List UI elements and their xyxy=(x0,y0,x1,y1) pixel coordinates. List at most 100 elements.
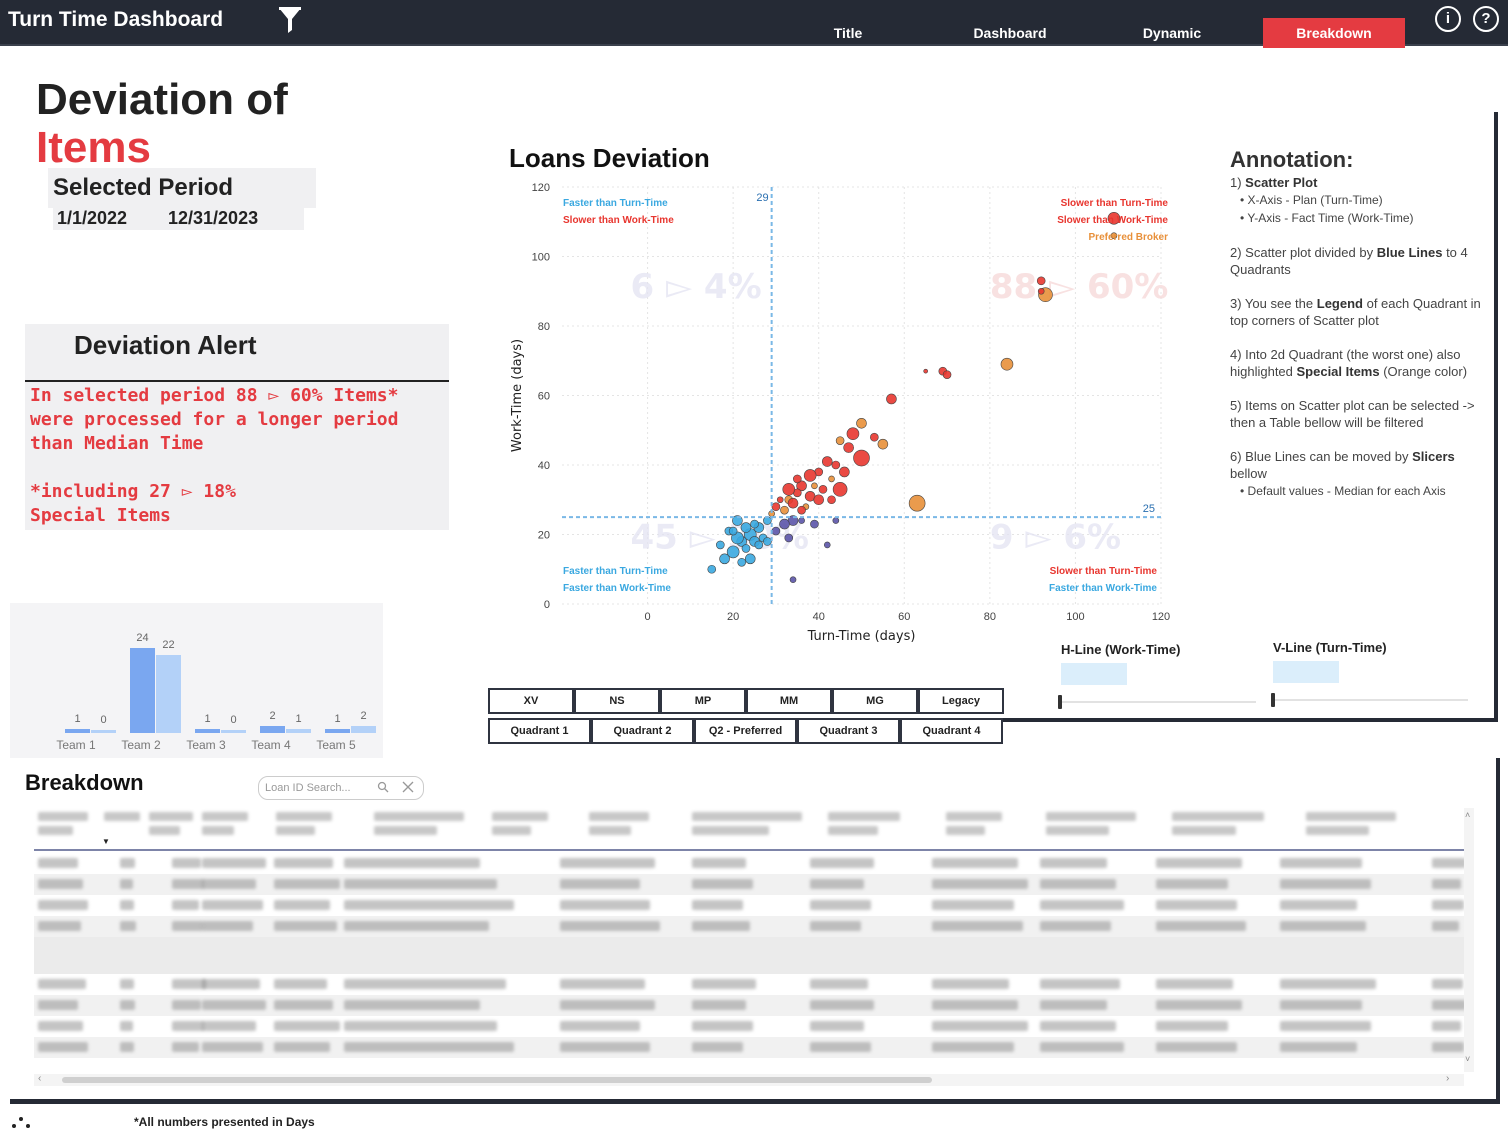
team-bar[interactable] xyxy=(351,725,376,733)
breakdown-table[interactable]: ▼ xyxy=(34,806,1464,1074)
data-point[interactable] xyxy=(821,456,833,467)
quadrant-3-button[interactable]: Quadrant 3 xyxy=(797,718,900,744)
team-bar[interactable] xyxy=(221,730,246,733)
scatter-plot[interactable]: 0 20 40 60 80 100 120 0 20 40 60 80 100 120 Turn-Time … xyxy=(500,176,1190,650)
filter-icon[interactable] xyxy=(278,6,302,39)
column-header[interactable] xyxy=(692,812,802,821)
column-header[interactable] xyxy=(276,812,332,821)
data-point[interactable] xyxy=(827,495,836,505)
data-point[interactable] xyxy=(737,557,746,567)
data-point[interactable] xyxy=(803,469,817,482)
team-bar[interactable] xyxy=(130,647,155,733)
team-bar[interactable] xyxy=(286,729,311,733)
column-header[interactable] xyxy=(202,826,235,835)
data-point[interactable] xyxy=(716,540,725,550)
data-point[interactable] xyxy=(811,482,818,490)
quadrant-2-button[interactable]: Quadrant 2 xyxy=(591,718,694,744)
table-row[interactable] xyxy=(34,995,1464,1016)
column-header[interactable] xyxy=(38,826,73,835)
period-start-date[interactable]: 1/1/2022 xyxy=(53,206,165,230)
data-point[interactable] xyxy=(784,533,794,543)
data-point[interactable] xyxy=(843,442,854,453)
column-header[interactable] xyxy=(38,812,88,821)
column-header[interactable] xyxy=(149,826,180,835)
data-point[interactable] xyxy=(832,482,848,497)
data-point[interactable] xyxy=(797,505,806,515)
column-header[interactable] xyxy=(149,812,193,821)
data-point[interactable] xyxy=(771,502,781,512)
team-bar[interactable] xyxy=(91,730,116,733)
data-point[interactable] xyxy=(886,393,897,405)
data-point[interactable] xyxy=(793,474,802,484)
help-icon[interactable]: ? xyxy=(1473,6,1499,32)
column-header[interactable] xyxy=(828,826,879,835)
column-header[interactable] xyxy=(589,812,649,821)
data-point[interactable] xyxy=(740,522,752,533)
table-horizontal-scrollbar[interactable]: ‹ › xyxy=(34,1073,1464,1086)
data-point[interactable] xyxy=(846,427,860,441)
quadrant-1-button[interactable]: Quadrant 1 xyxy=(488,718,591,744)
scroll-left-icon[interactable]: ‹ xyxy=(38,1073,42,1084)
quadrant-4-button[interactable]: Quadrant 4 xyxy=(900,718,1003,744)
v-line-slider-handle[interactable] xyxy=(1271,693,1275,707)
data-point[interactable] xyxy=(813,494,825,506)
column-header[interactable] xyxy=(1046,812,1136,821)
column-header[interactable] xyxy=(1046,826,1109,835)
data-point[interactable] xyxy=(1110,232,1118,239)
sort-desc-icon[interactable]: ▼ xyxy=(102,837,110,846)
data-point[interactable] xyxy=(839,466,850,478)
scroll-up-icon[interactable]: ˄ xyxy=(1465,810,1471,820)
data-point[interactable] xyxy=(728,526,738,536)
table-vertical-scrollbar[interactable]: ˄ ˅ xyxy=(1464,808,1474,1072)
data-point[interactable] xyxy=(798,517,805,524)
data-point[interactable] xyxy=(923,368,928,374)
table-row[interactable] xyxy=(34,974,1464,995)
tab-dashboard[interactable]: Dashboard xyxy=(973,25,1047,41)
data-point[interactable] xyxy=(726,545,740,559)
data-point[interactable] xyxy=(856,418,867,429)
data-point[interactable] xyxy=(877,438,889,450)
v-line-input[interactable] xyxy=(1273,661,1339,683)
data-point[interactable] xyxy=(787,497,799,509)
column-header[interactable] xyxy=(946,826,986,835)
data-point[interactable] xyxy=(832,517,840,524)
team-bar[interactable] xyxy=(260,725,285,733)
tab-dynamic[interactable]: Dynamic xyxy=(1142,25,1202,41)
data-point[interactable] xyxy=(796,480,807,492)
data-point[interactable] xyxy=(818,485,828,494)
period-end-date[interactable]: 12/31/2023 xyxy=(164,206,304,230)
data-point[interactable] xyxy=(823,541,831,549)
scroll-thumb[interactable] xyxy=(62,1077,932,1083)
data-point[interactable] xyxy=(1000,357,1014,371)
data-point[interactable] xyxy=(719,553,730,565)
loan-id-search-input[interactable]: Loan ID Search... xyxy=(258,776,424,800)
data-point[interactable] xyxy=(810,519,819,529)
table-row[interactable] xyxy=(34,853,1464,874)
column-header[interactable] xyxy=(202,812,248,821)
data-point[interactable] xyxy=(1036,276,1046,286)
data-point[interactable] xyxy=(754,540,764,550)
data-point[interactable] xyxy=(908,494,926,512)
column-header[interactable] xyxy=(104,812,140,821)
data-point[interactable] xyxy=(744,553,756,565)
data-point[interactable] xyxy=(853,449,870,467)
data-point[interactable] xyxy=(870,432,879,442)
tab-breakdown[interactable]: Breakdown xyxy=(1263,18,1405,48)
team-bar[interactable] xyxy=(195,729,220,733)
data-point[interactable] xyxy=(750,519,759,529)
data-point[interactable] xyxy=(828,475,835,483)
h-line-input[interactable] xyxy=(1061,663,1127,685)
data-point[interactable] xyxy=(763,537,772,546)
column-header[interactable] xyxy=(1172,812,1264,821)
data-point[interactable] xyxy=(835,436,845,445)
column-header[interactable] xyxy=(946,812,1002,821)
data-point[interactable] xyxy=(1037,287,1045,295)
team-bar[interactable] xyxy=(156,654,181,733)
filter-button-ns[interactable]: NS xyxy=(574,688,660,714)
filter-button-mm[interactable]: MM xyxy=(746,688,832,714)
data-point[interactable] xyxy=(831,460,841,470)
column-header[interactable] xyxy=(1306,812,1396,821)
data-point[interactable] xyxy=(771,526,781,536)
h-line-slider-track[interactable] xyxy=(1061,701,1256,703)
data-point[interactable] xyxy=(782,483,796,496)
